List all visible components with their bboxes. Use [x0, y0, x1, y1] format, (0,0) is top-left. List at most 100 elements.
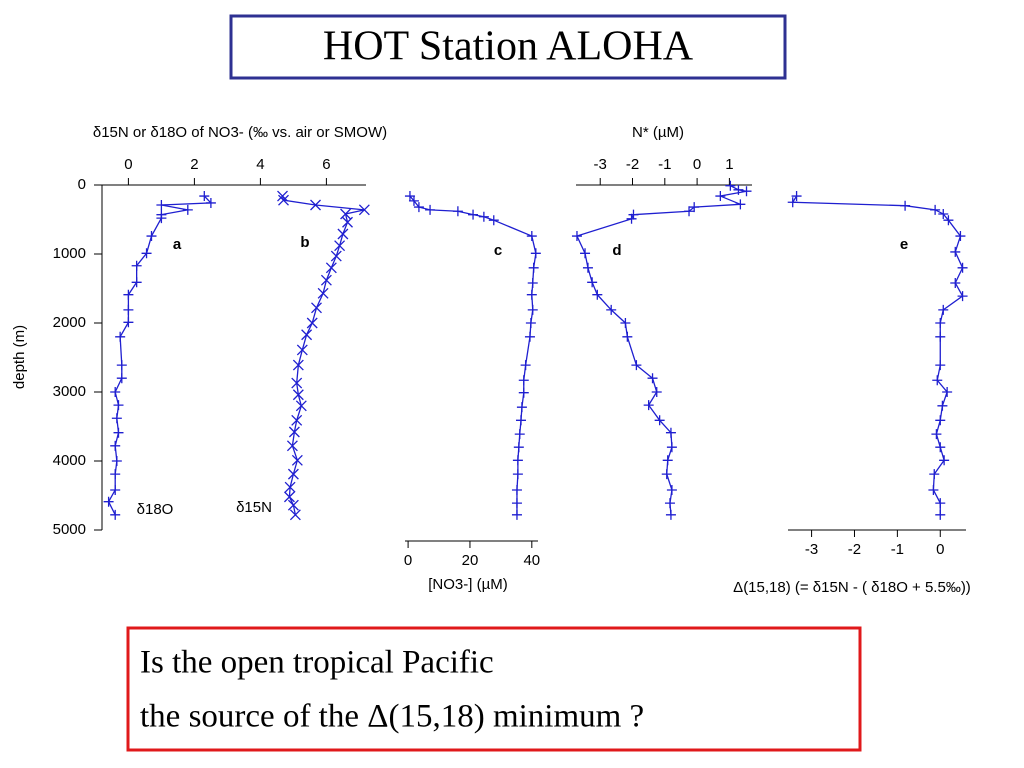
data-point — [286, 440, 298, 452]
data-point — [937, 400, 948, 411]
data-point — [141, 248, 152, 259]
data-point — [131, 260, 142, 271]
data-point — [684, 206, 695, 217]
data-point — [606, 304, 617, 315]
data-point — [527, 304, 538, 315]
data-point — [620, 318, 631, 328]
data-point — [791, 191, 802, 202]
data-point — [182, 204, 193, 215]
note-box — [126, 626, 862, 752]
data-point — [932, 375, 943, 386]
data-point — [514, 429, 525, 440]
data-point — [478, 211, 489, 222]
data-point — [528, 262, 539, 273]
data-point — [452, 206, 463, 217]
data-point — [317, 287, 329, 299]
data-point — [643, 400, 654, 411]
data-point — [146, 231, 157, 242]
data-point — [587, 277, 598, 288]
data-point — [156, 213, 167, 224]
profile-line — [281, 195, 365, 515]
y-tick-label: 2000 — [53, 314, 86, 331]
x-tick-label: 1 — [725, 156, 733, 173]
x-axis-label: [NO3-] (µM) — [428, 576, 507, 593]
data-point — [287, 499, 299, 511]
data-point — [935, 442, 946, 453]
x-tick-label: 20 — [462, 552, 479, 569]
slide-title: HOT Station ALOHA — [323, 24, 694, 70]
data-point — [530, 248, 541, 259]
panel-label: e — [900, 236, 908, 253]
panel-label: a — [173, 236, 182, 253]
x-axis-label: δ15N or δ18O of NO3- (‰ vs. air or SMOW) — [93, 124, 387, 141]
data-point — [358, 204, 370, 216]
data-point — [571, 231, 582, 242]
data-point — [526, 231, 537, 242]
data-point — [413, 202, 424, 213]
data-point — [950, 246, 961, 257]
x-tick-label: 6 — [322, 156, 330, 173]
x-tick-label: -3 — [805, 541, 818, 558]
data-point — [110, 509, 121, 520]
data-point — [156, 200, 167, 211]
data-point — [955, 231, 966, 242]
data-point — [935, 415, 946, 426]
x-tick-label: -1 — [658, 156, 671, 173]
data-point — [278, 194, 289, 206]
data-point — [647, 373, 658, 384]
data-point — [113, 400, 124, 411]
data-point — [741, 186, 752, 197]
profile-line — [791, 195, 964, 515]
data-point — [626, 213, 637, 224]
x-tick-label: 0 — [936, 541, 944, 558]
y-tick-label: 3000 — [53, 383, 86, 400]
data-point — [488, 215, 499, 226]
data-point — [527, 277, 538, 288]
data-point — [666, 442, 677, 453]
data-point — [935, 318, 946, 328]
data-point — [116, 360, 127, 371]
note-line: Is the open tropical Pacific — [140, 645, 494, 681]
data-point — [939, 455, 950, 466]
data-point — [330, 250, 342, 262]
profile-line — [107, 195, 213, 516]
x-axis-label: Δ(15,18) (= δ15N - ( δ18O + 5.5‰)) — [733, 579, 971, 596]
x-tick-label: 2 — [190, 156, 198, 173]
data-point — [664, 498, 675, 509]
panel-label: b — [300, 234, 309, 251]
data-point — [291, 454, 303, 466]
data-point — [425, 204, 436, 215]
note-line: the source of the Δ(15,18) minimum ? — [140, 699, 644, 735]
data-point — [935, 360, 946, 371]
data-point — [513, 442, 524, 453]
x-tick-label: 0 — [693, 156, 701, 173]
data-point — [733, 184, 744, 195]
data-point — [662, 455, 673, 466]
data-point — [301, 329, 313, 341]
data-point — [110, 469, 121, 480]
data-point — [292, 359, 304, 371]
y-tick-label: 0 — [78, 176, 86, 193]
x-tick-label: 40 — [523, 552, 540, 569]
data-point — [408, 195, 419, 206]
data-point — [310, 199, 321, 211]
series-label: δ15N — [236, 499, 272, 516]
data-point — [665, 509, 676, 520]
data-point — [524, 331, 535, 342]
data-point — [929, 469, 940, 480]
data-point — [287, 468, 299, 480]
data-point — [292, 389, 304, 401]
profile-line — [409, 195, 537, 515]
data-point — [942, 387, 953, 397]
data-point — [935, 331, 946, 342]
data-point — [715, 191, 726, 202]
panel-label: d — [612, 242, 621, 259]
data-point — [123, 317, 134, 328]
data-point — [520, 360, 531, 371]
data-point — [689, 202, 700, 213]
data-point — [666, 484, 677, 495]
data-point — [115, 331, 126, 342]
data-point — [296, 344, 308, 356]
x-tick-label: -2 — [848, 541, 861, 558]
